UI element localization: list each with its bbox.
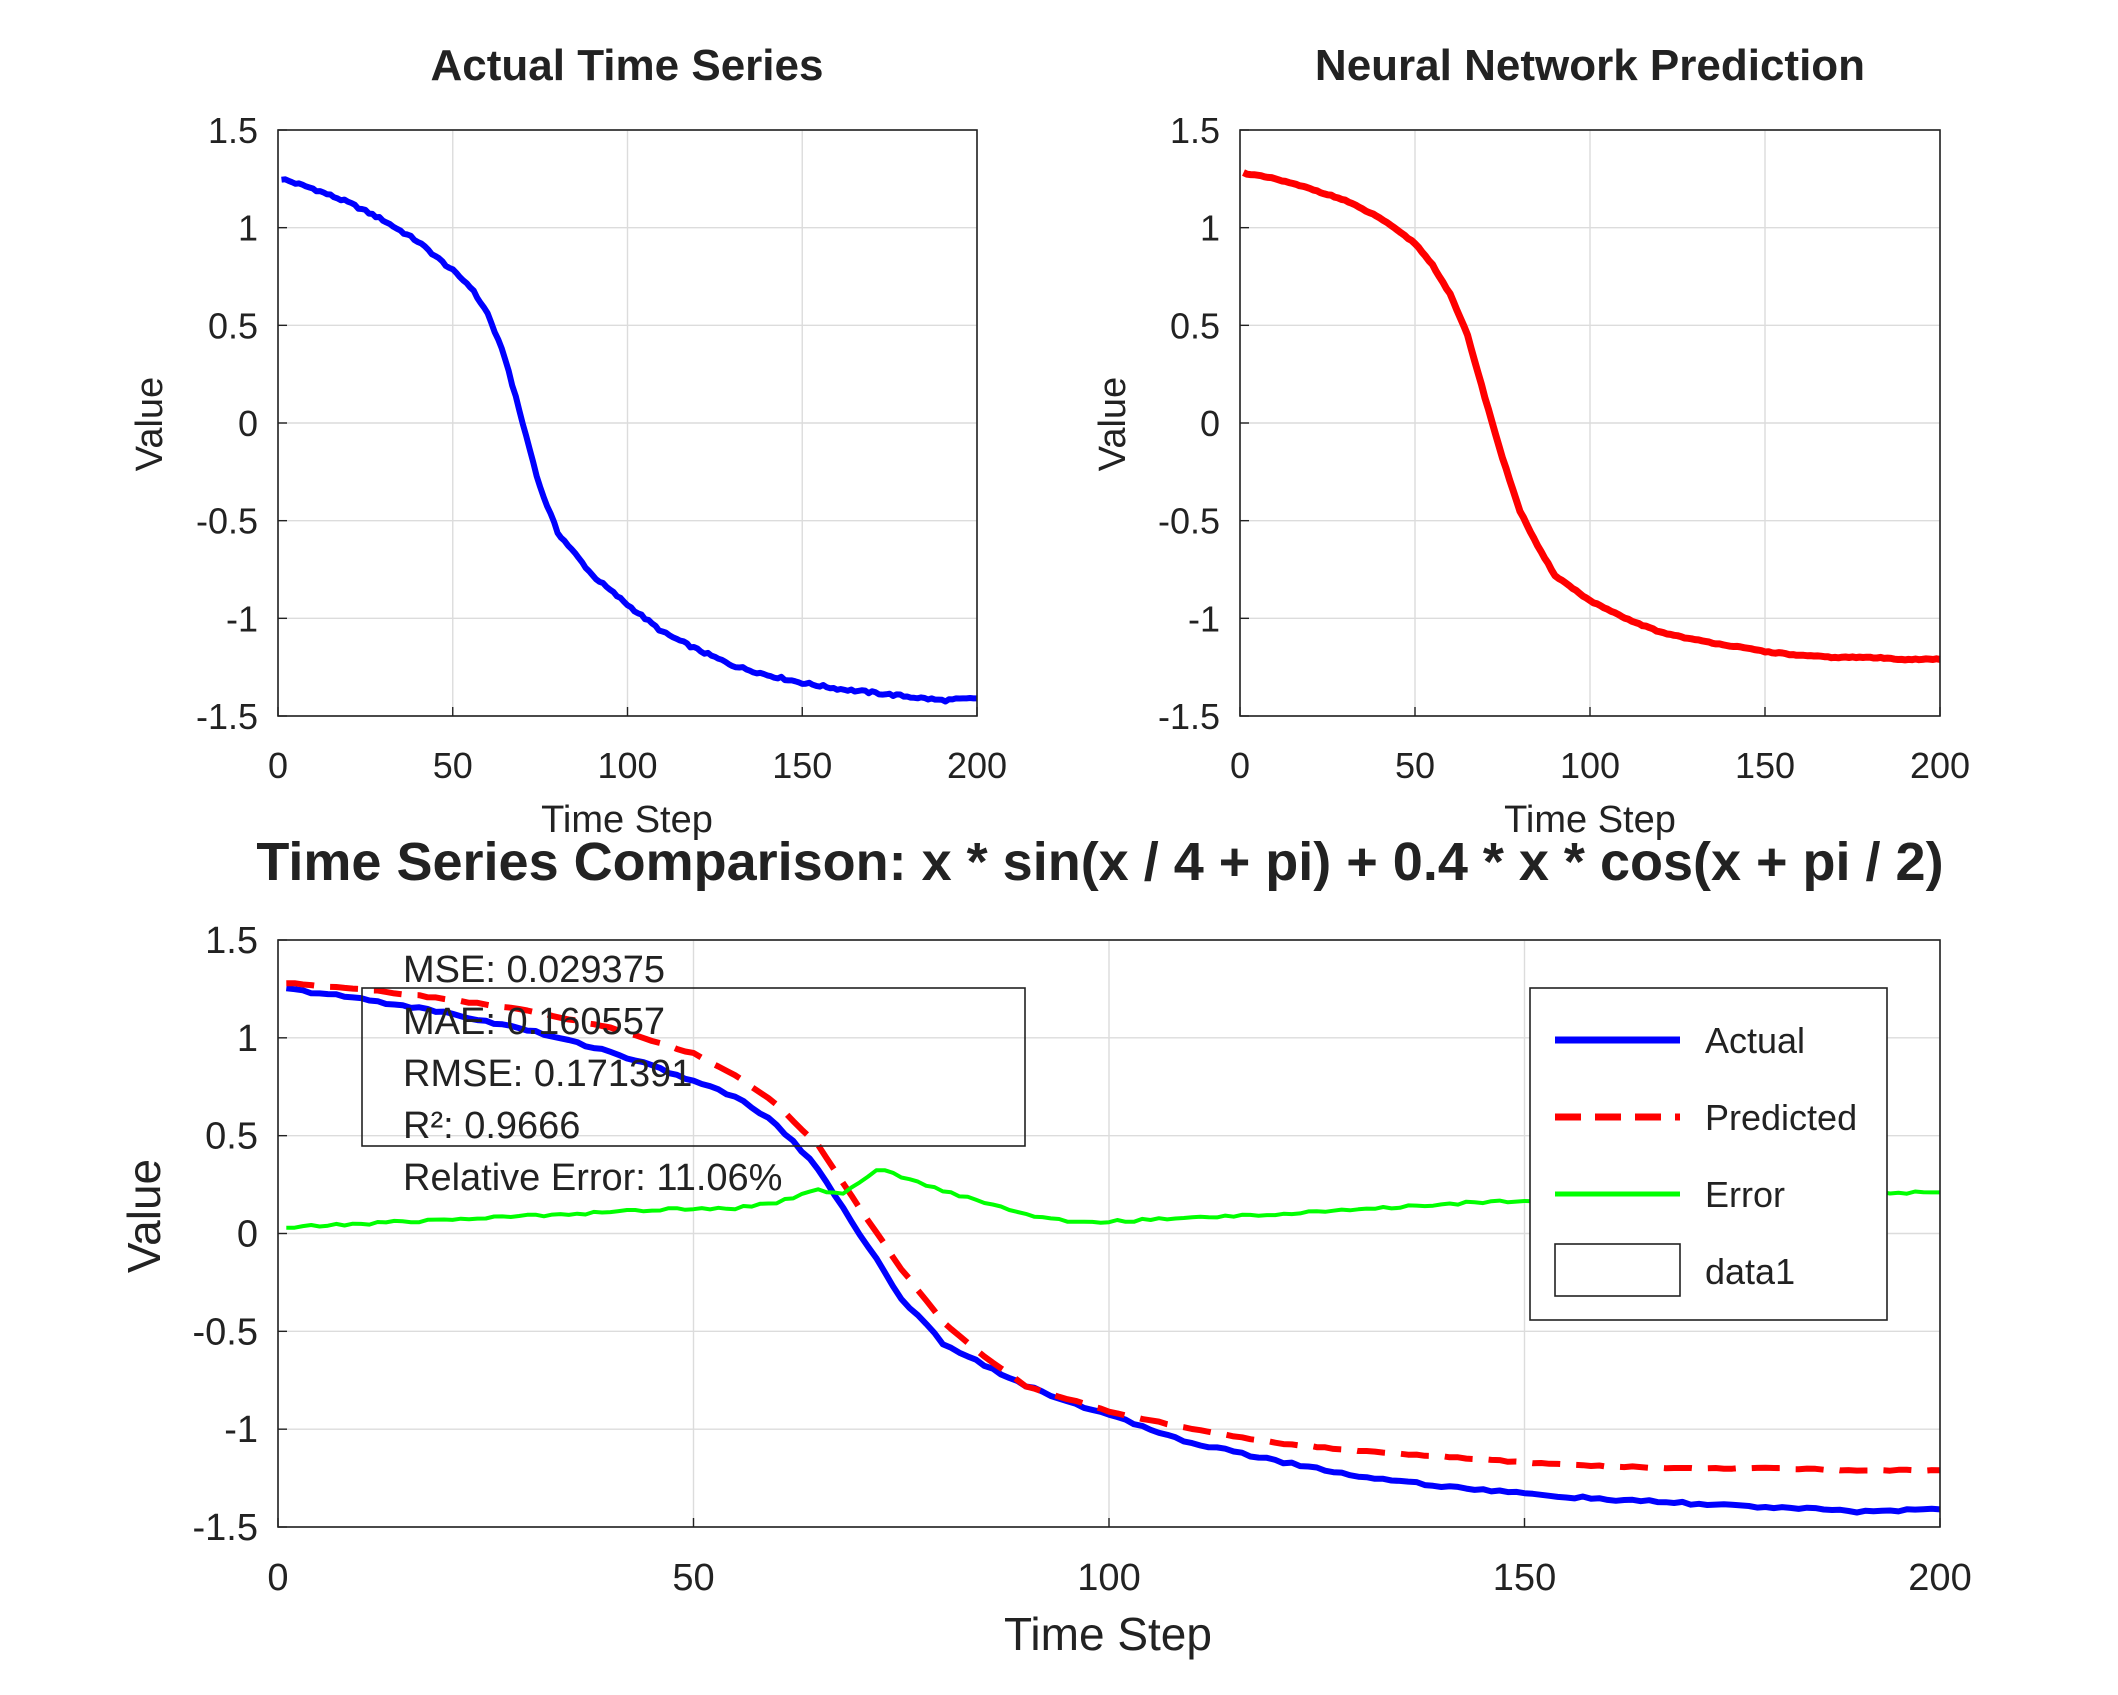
x-tick-label: 0 <box>267 1557 288 1599</box>
annotation-mse: MSE: 0.029375 <box>403 949 665 991</box>
series-line-actual <box>281 176 977 705</box>
x-tick-labels: 0 50 100 150 200 <box>267 1557 1971 1599</box>
y-tick-label: 1 <box>238 208 258 249</box>
legend: Actual Predicted Error data1 <box>1529 987 1888 1321</box>
y-tick-label: 0 <box>1200 403 1220 444</box>
annotation-r2: R²: 0.9666 <box>403 1105 580 1147</box>
y-tick-labels: -1.5 -1 -0.5 0 0.5 1 1.5 <box>193 920 258 1549</box>
subplot-title: Neural Network Prediction <box>1315 41 1865 90</box>
grid <box>1239 129 1941 717</box>
legend-label-error: Error <box>1705 1174 1785 1215</box>
x-axis-label: Time Step <box>1004 1608 1212 1660</box>
series-line-actual <box>285 985 1941 1516</box>
annotation-box <box>361 987 1026 1147</box>
y-axis-label: Value <box>129 377 171 471</box>
y-tick-label: 1 <box>237 1018 258 1060</box>
x-tick-label: 50 <box>433 745 473 786</box>
series-line-predicted <box>286 980 1941 1474</box>
x-tick-label: 100 <box>597 745 657 786</box>
y-axis-label: Value <box>118 1159 170 1273</box>
x-tick-label: 150 <box>772 745 832 786</box>
subplot-comparison: 0 50 100 150 200 -1.5 -1 -0.5 0 0.5 1 1.5 Time Ser… <box>118 832 1972 1660</box>
y-tick-label: 1.5 <box>1170 110 1220 151</box>
axes-frame <box>277 939 1941 1528</box>
y-tick-label: -1 <box>226 598 258 639</box>
x-tick-label: 100 <box>1077 1557 1140 1599</box>
series-layer <box>281 176 977 705</box>
y-tick-labels: -1.5 -1 -0.5 0 0.5 1 1.5 <box>196 110 258 737</box>
y-tick-label: -1.5 <box>193 1507 258 1549</box>
x-tick-label: 50 <box>1395 745 1435 786</box>
y-tick-label: 1.5 <box>205 920 258 962</box>
y-tick-label: -1.5 <box>196 696 258 737</box>
x-tick-label: 200 <box>1908 1557 1971 1599</box>
x-tick-label: 200 <box>1910 745 1970 786</box>
x-tick-label: 50 <box>672 1557 714 1599</box>
legend-swatch-data1 <box>1554 1243 1681 1297</box>
series-layer <box>1242 169 1941 664</box>
x-axis-label: Time Step <box>1504 799 1676 841</box>
subplot-actual: 0 50 100 150 200 -1.5 -1 -0.5 0 0.5 1 1.5 Actual T… <box>129 41 1007 841</box>
subplot-prediction: 0 50 100 150 200 -1.5 -1 -0.5 0 0.5 1 1.5 Neural N… <box>1092 41 1970 841</box>
y-axis-label: Value <box>1092 377 1134 471</box>
x-tick-label: 100 <box>1560 745 1620 786</box>
x-tick-label: 200 <box>947 745 1007 786</box>
x-tick-labels: 0 50 100 150 200 <box>1230 745 1970 786</box>
figure-title: Time Series Comparison: x * sin(x / 4 + … <box>256 832 1943 892</box>
y-tick-label: -0.5 <box>196 501 258 542</box>
subplot-title: Actual Time Series <box>431 41 824 90</box>
y-tick-label: 1 <box>1200 208 1220 249</box>
y-tick-label: 0.5 <box>208 305 258 346</box>
x-tick-label: 0 <box>268 745 288 786</box>
annotation-mae: MAE: 0.160557 <box>403 1001 665 1043</box>
annotation-rmse: RMSE: 0.171391 <box>403 1053 692 1095</box>
legend-label-predicted: Predicted <box>1705 1097 1857 1138</box>
y-tick-label: -1.5 <box>1158 696 1220 737</box>
annotation-relative-error: Relative Error: 11.06% <box>403 1157 782 1199</box>
y-tick-label: -0.5 <box>1158 501 1220 542</box>
y-tick-label: -1 <box>224 1409 258 1451</box>
x-tick-label: 0 <box>1230 745 1250 786</box>
axes-frame <box>277 129 978 717</box>
series-line-predicted <box>1242 169 1941 664</box>
y-tick-label: 0.5 <box>1170 305 1220 346</box>
y-tick-label: 0 <box>238 403 258 444</box>
x-tick-labels: 0 50 100 150 200 <box>268 745 1007 786</box>
legend-label-data1: data1 <box>1705 1251 1795 1292</box>
y-tick-label: 1.5 <box>208 110 258 151</box>
y-tick-label: 0.5 <box>205 1116 258 1158</box>
y-tick-label: -1 <box>1188 598 1220 639</box>
y-tick-labels: -1.5 -1 -0.5 0 0.5 1 1.5 <box>1158 110 1220 737</box>
x-axis-label: Time Step <box>541 799 713 841</box>
x-tick-label: 150 <box>1493 1557 1556 1599</box>
axes-frame <box>1239 129 1941 717</box>
metrics-annotation: MSE: 0.029375 MAE: 0.160557 RMSE: 0.1713… <box>361 949 1026 1199</box>
x-tick-label: 150 <box>1735 745 1795 786</box>
y-tick-label: -0.5 <box>193 1311 258 1353</box>
y-tick-label: 0 <box>237 1214 258 1256</box>
legend-label-actual: Actual <box>1705 1020 1805 1061</box>
